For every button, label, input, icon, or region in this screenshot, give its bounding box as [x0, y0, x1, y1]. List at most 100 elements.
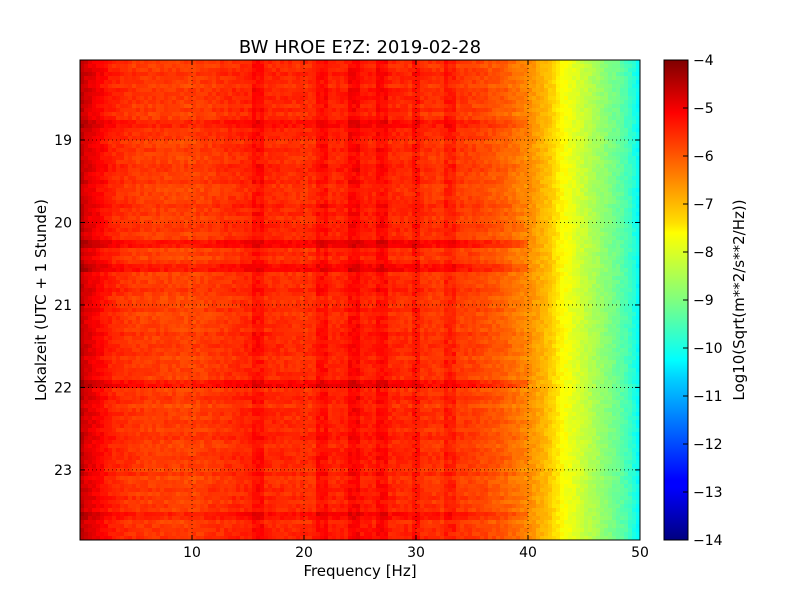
heatmap-cell: [540, 96, 545, 101]
heatmap-cell: [356, 64, 361, 69]
heatmap-cell: [588, 64, 593, 69]
heatmap-cell: [516, 68, 521, 73]
heatmap-cell: [336, 104, 341, 109]
heatmap-cell: [92, 76, 97, 81]
heatmap-cell: [220, 116, 225, 121]
heatmap-cell: [152, 76, 157, 81]
heatmap-cell: [456, 108, 461, 113]
heatmap-cell: [620, 132, 625, 137]
heatmap-cell: [260, 80, 265, 85]
heatmap-cell: [312, 84, 317, 89]
heatmap-cell: [280, 64, 285, 69]
heatmap-cell: [164, 132, 169, 137]
heatmap-cell: [280, 72, 285, 77]
heatmap-cell: [208, 116, 213, 121]
heatmap-cell: [172, 132, 177, 137]
heatmap-cell: [568, 80, 573, 85]
heatmap-cell: [112, 112, 117, 117]
heatmap-cell: [508, 120, 513, 125]
heatmap-cell: [104, 128, 109, 133]
heatmap-cell: [496, 88, 501, 93]
heatmap-cell: [336, 108, 341, 113]
heatmap-cell: [204, 80, 209, 85]
heatmap-cell: [468, 116, 473, 121]
heatmap-cell: [128, 124, 133, 129]
heatmap-cell: [540, 116, 545, 121]
heatmap-cell: [620, 88, 625, 93]
heatmap-cell: [368, 68, 373, 73]
heatmap-cell: [584, 80, 589, 85]
heatmap-cell: [584, 112, 589, 117]
heatmap-cell: [420, 104, 425, 109]
heatmap-cell: [456, 80, 461, 85]
heatmap-cell: [96, 108, 101, 113]
heatmap-cell: [552, 116, 557, 121]
heatmap-cell: [612, 116, 617, 121]
heatmap-cell: [272, 120, 277, 125]
heatmap-cell: [276, 108, 281, 113]
heatmap-cell: [200, 116, 205, 121]
heatmap-cell: [280, 96, 285, 101]
heatmap-cell: [204, 116, 209, 121]
heatmap-cell: [344, 120, 349, 125]
heatmap-cell: [160, 80, 165, 85]
heatmap-cell: [276, 84, 281, 89]
heatmap-cell: [360, 88, 365, 93]
heatmap-cell: [220, 112, 225, 117]
heatmap-cell: [464, 132, 469, 137]
heatmap-cell: [620, 72, 625, 77]
heatmap-cell: [596, 112, 601, 117]
heatmap-cell: [204, 84, 209, 89]
heatmap-cell: [276, 100, 281, 105]
heatmap-cell: [520, 72, 525, 77]
heatmap-cell: [272, 84, 277, 89]
heatmap-cell: [504, 104, 509, 109]
heatmap-cell: [560, 112, 565, 117]
heatmap-cell: [288, 100, 293, 105]
heatmap-cell: [84, 108, 89, 113]
heatmap-cell: [600, 92, 605, 97]
heatmap-cell: [120, 84, 125, 89]
heatmap-cell: [460, 120, 465, 125]
heatmap-cell: [484, 100, 489, 105]
heatmap-cell: [568, 68, 573, 73]
heatmap-cell: [564, 80, 569, 85]
heatmap-cell: [244, 120, 249, 125]
heatmap-cell: [604, 96, 609, 101]
heatmap-cell: [444, 108, 449, 113]
heatmap-cell: [544, 72, 549, 77]
heatmap-cell: [284, 64, 289, 69]
heatmap-cell: [308, 60, 313, 65]
heatmap-cell: [536, 80, 541, 85]
heatmap-cell: [252, 92, 257, 97]
heatmap-cell: [420, 92, 425, 97]
heatmap-cell: [628, 104, 633, 109]
heatmap-cell: [132, 96, 137, 101]
heatmap-cell: [136, 112, 141, 117]
heatmap-cell: [296, 112, 301, 117]
heatmap-cell: [140, 112, 145, 117]
heatmap-cell: [468, 84, 473, 89]
heatmap-cell: [92, 60, 97, 65]
heatmap-cell: [212, 84, 217, 89]
heatmap-cell: [504, 124, 509, 129]
heatmap-cell: [416, 124, 421, 129]
heatmap-cell: [404, 116, 409, 121]
heatmap-cell: [504, 92, 509, 97]
heatmap-cell: [360, 64, 365, 69]
heatmap-cell: [504, 64, 509, 69]
heatmap-cell: [124, 72, 129, 77]
heatmap-cell: [176, 100, 181, 105]
heatmap-cell: [228, 104, 233, 109]
heatmap-cell: [316, 84, 321, 89]
heatmap-cell: [192, 124, 197, 129]
heatmap-cell: [400, 68, 405, 73]
heatmap-cell: [224, 112, 229, 117]
heatmap-cell: [548, 64, 553, 69]
heatmap-cell: [348, 128, 353, 133]
heatmap-cell: [624, 96, 629, 101]
heatmap-cell: [352, 108, 357, 113]
heatmap-cell: [380, 100, 385, 105]
heatmap-cell: [316, 88, 321, 93]
heatmap-cell: [164, 84, 169, 89]
